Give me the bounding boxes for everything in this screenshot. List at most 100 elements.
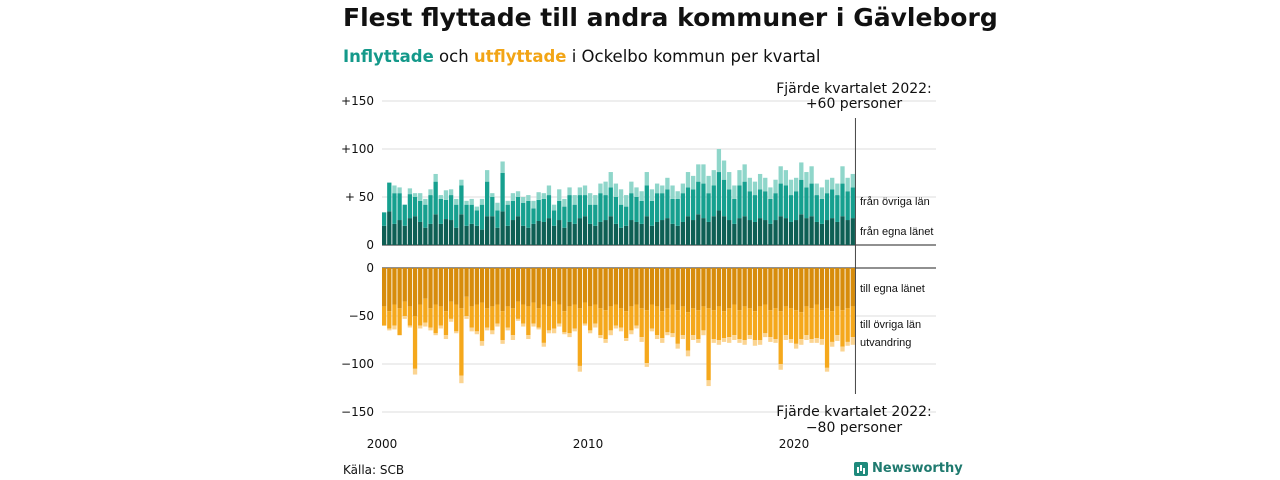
bar-in-segment xyxy=(464,204,469,226)
bar-in-segment xyxy=(732,198,737,224)
bar-in-segment xyxy=(577,187,582,196)
bar-out-segment xyxy=(794,268,799,311)
bar-in-segment xyxy=(515,216,521,245)
bar-out-segment xyxy=(613,325,619,329)
bar-out-segment xyxy=(799,312,804,340)
bar-out-segment xyxy=(510,268,516,309)
bar-in-segment xyxy=(454,198,459,205)
source-note: Källa: SCB xyxy=(343,463,405,477)
bar-in-segment xyxy=(567,187,572,196)
bar-out-segment xyxy=(382,306,387,326)
bar-out-segment xyxy=(701,268,706,307)
bar-in-segment xyxy=(773,193,778,221)
bar-out-segment xyxy=(696,268,701,311)
bar-in-segment xyxy=(567,221,572,245)
bar-in-segment xyxy=(824,220,830,245)
bar-in-segment xyxy=(757,173,763,190)
bar-in-segment xyxy=(819,187,825,199)
bar-in-segment xyxy=(680,221,685,245)
bar-in-segment xyxy=(572,195,577,205)
bar-in-segment xyxy=(392,223,397,245)
bar-in-segment xyxy=(814,195,819,222)
bar-in-segment xyxy=(624,195,629,207)
bar-in-segment xyxy=(433,214,438,245)
bar-in-segment xyxy=(763,177,768,192)
bar-out-segment xyxy=(691,335,696,340)
bar-out-segment xyxy=(613,268,619,305)
bar-out-segment xyxy=(448,268,454,302)
bar-out-segment xyxy=(521,304,526,324)
bar-out-segment xyxy=(541,304,546,343)
bar-out-segment xyxy=(778,268,783,312)
bar-in-segment xyxy=(428,223,433,245)
bar-out-segment xyxy=(711,310,716,340)
bar-in-segment xyxy=(438,223,443,245)
annotation-bottom-line2: −80 personer xyxy=(806,420,903,436)
bar-out-segment xyxy=(819,268,825,311)
bar-out-segment xyxy=(495,323,500,327)
bar-out-segment xyxy=(716,306,722,340)
bar-out-segment xyxy=(835,306,840,336)
bar-in-segment xyxy=(701,183,706,219)
bar-out-segment xyxy=(732,268,737,305)
bar-out-segment xyxy=(531,268,536,303)
bar-in-segment xyxy=(402,225,407,245)
bar-in-segment xyxy=(809,166,814,184)
bar-in-segment xyxy=(412,193,418,197)
bar-out-segment xyxy=(418,268,423,305)
bar-out-segment xyxy=(835,335,840,341)
bar-out-segment xyxy=(691,268,696,309)
bar-out-segment xyxy=(768,337,773,342)
bar-in-segment xyxy=(716,210,722,245)
bar-out-segment xyxy=(454,268,459,305)
bar-out-segment xyxy=(515,318,521,321)
bar-out-segment xyxy=(588,268,593,307)
bar-out-segment xyxy=(567,333,572,338)
bar-out-segment xyxy=(608,268,613,307)
bar-out-segment xyxy=(778,311,783,364)
bar-in-segment xyxy=(680,193,685,222)
bar-out-segment xyxy=(454,331,459,334)
bar-in-segment xyxy=(845,191,850,221)
bar-in-segment xyxy=(639,200,644,224)
bar-in-segment xyxy=(608,216,613,245)
bar-out-segment xyxy=(737,339,742,343)
bar-in-segment xyxy=(835,195,840,222)
bar-in-segment xyxy=(660,193,665,221)
bar-out-segment xyxy=(593,268,598,305)
series-label-out: till övriga län xyxy=(860,319,921,331)
bar-in-segment xyxy=(546,195,552,219)
bar-in-segment xyxy=(649,225,655,245)
bar-out-segment xyxy=(654,335,660,340)
series-label-in: från övriga län xyxy=(860,196,930,208)
bar-out-segment xyxy=(562,268,567,312)
x-tick-label: 2020 xyxy=(779,437,810,451)
bar-in-segment xyxy=(510,200,516,221)
bar-out-segment xyxy=(773,268,778,309)
bar-in-segment xyxy=(582,185,588,196)
bar-out-segment xyxy=(788,268,794,309)
bar-out-segment xyxy=(557,323,562,327)
bar-in-segment xyxy=(505,225,510,245)
bar-out-segment xyxy=(459,308,464,376)
bar-out-segment xyxy=(794,310,799,344)
bar-in-segment xyxy=(670,185,675,199)
bar-out-segment xyxy=(773,308,778,340)
bar-in-segment xyxy=(464,225,469,245)
bar-in-segment xyxy=(840,166,845,184)
bar-in-segment xyxy=(629,181,634,194)
bar-out-segment xyxy=(670,268,675,305)
bar-in-segment xyxy=(670,223,675,245)
bar-out-segment xyxy=(454,304,459,332)
bar-out-segment xyxy=(680,306,685,336)
bar-out-segment xyxy=(732,304,737,336)
bar-out-segment xyxy=(624,311,629,339)
bar-in-segment xyxy=(531,200,536,209)
bar-in-segment xyxy=(794,177,799,192)
bar-in-segment xyxy=(546,218,552,245)
x-tick-label: 2000 xyxy=(367,437,398,451)
bar-out-segment xyxy=(799,268,804,313)
bar-in-segment xyxy=(618,227,624,245)
bar-in-segment xyxy=(840,183,845,217)
bar-out-segment xyxy=(773,339,778,343)
